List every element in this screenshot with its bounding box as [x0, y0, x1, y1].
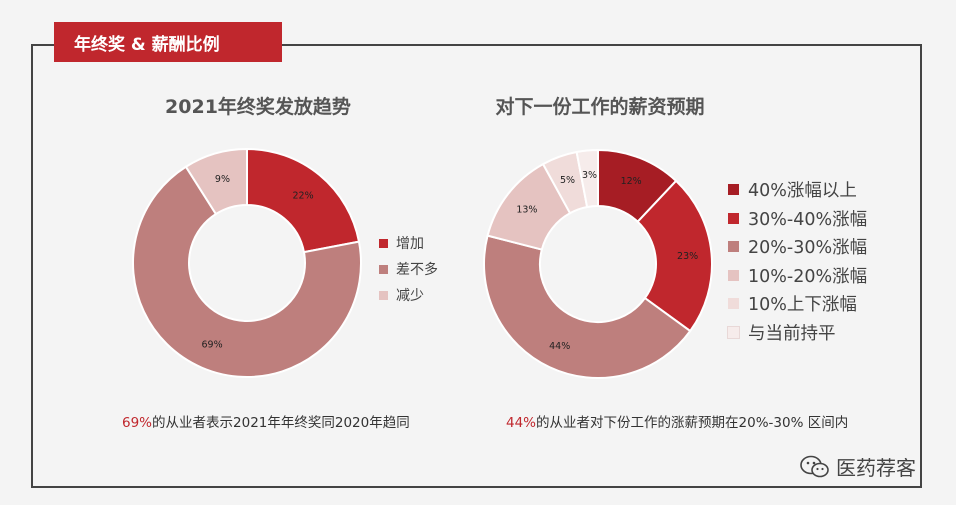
legend-swatch — [379, 238, 388, 248]
slice-data-label: 44% — [549, 341, 570, 352]
section-title: 年终奖 & 薪酬比例 — [74, 34, 220, 55]
slice-data-label: 69% — [201, 339, 222, 350]
watermark-text: 医药荐客 — [836, 456, 916, 480]
legend-label: 30%-40%涨幅 — [748, 209, 868, 230]
caption-highlight: 69% — [122, 415, 153, 431]
caption-bonus-trend: 69%的从业者表示2021年年终奖同2020年趋同 — [122, 411, 410, 431]
legend-item: 20%-30%涨幅 — [728, 234, 867, 259]
watermark: 医药荐客 — [800, 452, 916, 481]
donut-slice — [483, 234, 692, 379]
slice-data-label: 5% — [560, 175, 575, 186]
donut-slice — [246, 147, 361, 254]
legend-swatch — [727, 325, 740, 339]
legend-swatch — [379, 290, 388, 300]
caption-text: 的从业者对下份工作的涨薪预期在20%-30% 区间内 — [536, 415, 849, 431]
legend-swatch — [728, 212, 739, 224]
donut-slice — [184, 147, 248, 216]
legend-item: 10%上下涨幅 — [728, 291, 857, 316]
donut-slice — [132, 165, 362, 378]
section-header: 年终奖 & 薪酬比例 — [54, 22, 282, 62]
slice-data-label: 23% — [677, 251, 698, 262]
slice-data-label: 3% — [582, 170, 597, 181]
legend-item: 40%涨幅以上 — [728, 177, 857, 202]
content-frame — [31, 44, 922, 488]
slice-data-label: 12% — [621, 176, 642, 187]
legend-swatch — [379, 264, 388, 274]
legend-item: 差不多 — [379, 259, 438, 279]
slice-data-label: 9% — [215, 174, 230, 185]
caption-salary-expectation: 44%的从业者对下份工作的涨薪预期在20%-30% 区间内 — [506, 411, 848, 431]
legend-swatch — [728, 269, 739, 281]
wechat-icon — [800, 455, 829, 477]
legend-label: 10%-20%涨幅 — [748, 266, 868, 287]
legend-swatch — [728, 241, 739, 252]
legend-label: 与当前持平 — [748, 323, 836, 344]
legend-item: 与当前持平 — [727, 320, 836, 345]
legend-item: 增加 — [379, 233, 424, 253]
legend-label: 差不多 — [396, 262, 438, 278]
legend-item: 减少 — [379, 285, 424, 305]
legend-item: 10%-20%涨幅 — [728, 263, 867, 288]
caption-text: 的从业者表示2021年年终奖同2020年趋同 — [152, 415, 410, 431]
legend-item: 30%-40%涨幅 — [728, 206, 867, 231]
chart-title-bonus-trend: 2021年终奖发放趋势 — [165, 96, 351, 118]
caption-highlight: 44% — [506, 415, 537, 431]
slice-data-label: 22% — [293, 191, 314, 202]
legend-label: 10%上下涨幅 — [748, 295, 857, 315]
donut-slice — [636, 179, 713, 333]
slice-data-label: 13% — [516, 204, 537, 215]
legend-label: 20%-30%涨幅 — [748, 238, 868, 258]
legend-label: 40%涨幅以上 — [748, 181, 857, 201]
legend-label: 减少 — [396, 288, 424, 304]
donut-slice — [575, 148, 599, 209]
legend-swatch — [728, 184, 739, 195]
legend-label: 增加 — [396, 236, 424, 252]
chart-title-salary-expectation: 对下一份工作的薪资预期 — [495, 96, 705, 118]
legend-swatch — [728, 298, 739, 309]
